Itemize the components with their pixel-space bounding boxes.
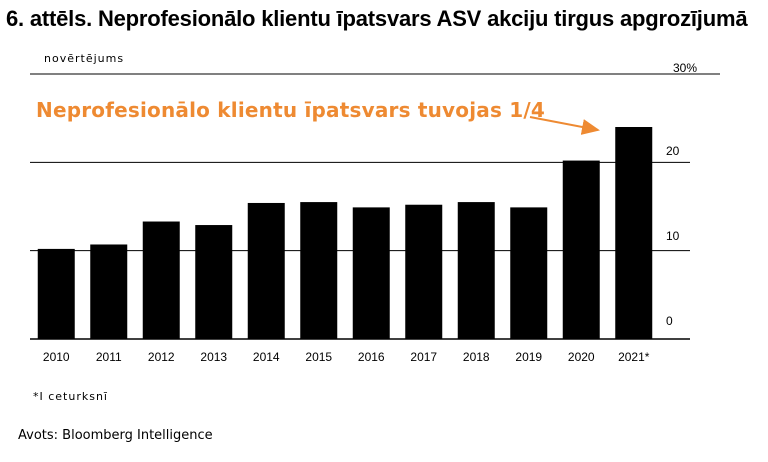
x-tick-label: 2012 — [148, 350, 175, 364]
bar-2017 — [405, 204, 443, 339]
y-tick-label: 10 — [666, 229, 680, 243]
x-tick-label: 2020 — [568, 350, 595, 364]
y-tick-label: 0 — [666, 314, 673, 328]
annotation-arrow — [529, 116, 600, 135]
y-tick-label: 20 — [666, 144, 680, 158]
bar-2012 — [142, 221, 180, 339]
bar-2018 — [457, 202, 495, 339]
bar-2015 — [300, 202, 338, 339]
x-tick-label: 2015 — [305, 350, 332, 364]
bar-2021 — [615, 127, 653, 339]
chart-footnote: *I ceturksnī — [33, 390, 108, 403]
y-axis-unit-label: novērtējums — [44, 52, 125, 65]
bar-2011 — [90, 244, 128, 339]
x-tick-label: 2017 — [410, 350, 437, 364]
x-tick-label: 2021* — [618, 350, 650, 364]
x-tick-label: 2011 — [96, 350, 122, 364]
x-tick-label: 2014 — [253, 350, 280, 364]
y-tick-label: 30% — [673, 61, 697, 75]
x-tick-label: 2013 — [200, 350, 227, 364]
bar-2019 — [510, 207, 548, 339]
x-tick-label: 2018 — [463, 350, 490, 364]
source-note: Avots: Bloomberg Intelligence — [18, 428, 213, 443]
chart-annotation: Neprofesionālo klientu īpatsvars tuvojas… — [36, 98, 545, 122]
bar-2014 — [247, 202, 285, 339]
x-tick-label: 2019 — [515, 350, 542, 364]
bar-2020 — [562, 160, 600, 339]
bar-2010 — [37, 248, 75, 339]
x-tick-label: 2010 — [43, 350, 70, 364]
bar-2016 — [352, 207, 390, 339]
x-tick-label: 2016 — [358, 350, 385, 364]
page-title: 6. attēls. Neprofesionālo klientu īpatsv… — [6, 6, 748, 31]
bar-2013 — [195, 225, 233, 339]
